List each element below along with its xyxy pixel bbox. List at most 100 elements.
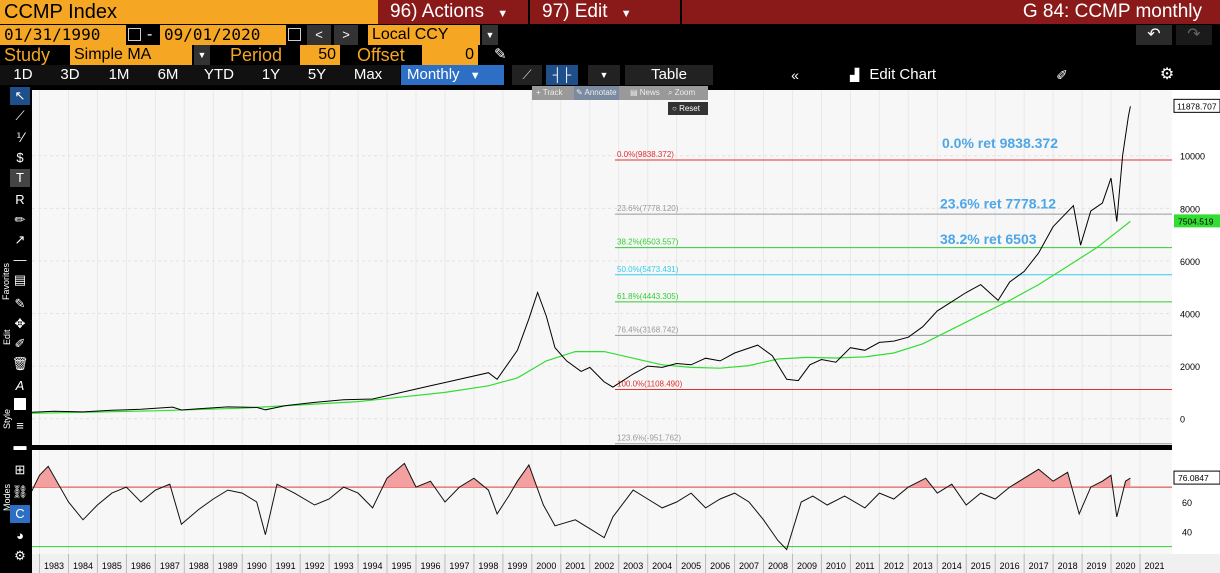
collapse-icon[interactable]: « [791,67,799,83]
annotate-button[interactable]: ✎ Annotate [574,86,619,100]
reset-button[interactable]: ○ Reset [668,102,708,115]
edit-chart-button[interactable]: ▟ Edit Chart [850,65,980,85]
horizontal-line-icon[interactable]: — [13,252,27,267]
chart-title-bar: G 84: CCMP monthly [682,0,1220,24]
prev-arrow-button[interactable]: < [307,25,331,45]
x-axis-tick-label: 2003 [623,561,643,571]
x-axis-tick-label: 1997 [449,561,469,571]
period-button-5y[interactable]: 5Y [307,66,327,83]
x-axis-tick-label: 1988 [189,561,209,571]
arrow-tool-icon[interactable]: ↗ [14,232,26,247]
redo-icon[interactable]: ↷ [1176,25,1212,45]
mini-toolbar: + Track ✎ Annotate ▤ News ⌕ Zoom [532,86,708,100]
frequency-select[interactable]: Monthly ▼ [401,65,504,85]
x-axis-tick-label: 1985 [102,561,122,571]
study-label: Study [4,45,51,65]
fib-percent-icon[interactable]: ⅟ [16,130,24,145]
next-arrow-button[interactable]: > [334,25,358,45]
retracement-icon[interactable]: R [15,192,25,207]
calendar-icon[interactable] [288,28,301,41]
x-axis-tick-label: 2012 [884,561,904,571]
news-button[interactable]: ▤ News [630,88,660,97]
chevron-down-icon[interactable]: ▼ [588,65,620,85]
fib-dollar-icon[interactable]: $ [16,150,24,165]
period-button-max[interactable]: Max [353,66,383,83]
rsi-axis-tick-label: 40 [1182,528,1192,538]
eraser-icon[interactable]: ✐ [14,336,26,351]
settings-icon[interactable]: ⚙ [14,548,26,563]
x-axis-tick-label: 1993 [334,561,354,571]
period-button-6m[interactable]: 6M [157,66,179,83]
rsi-line [32,462,1131,551]
pointer-icon[interactable]: ↖ [10,87,30,105]
crosshair-icon[interactable]: ⊞ [14,462,26,477]
x-axis-tick-label: 1998 [478,561,498,571]
x-axis-tick-label: 2020 [1116,561,1136,571]
channel-icon[interactable]: ▤ [13,272,27,287]
actions-menu[interactable]: 96) Actions ▼ [378,0,528,24]
chevron-down-icon[interactable]: ▼ [194,45,210,65]
x-axis-tick-label: 2007 [739,561,759,571]
font-icon[interactable]: A [15,378,25,393]
x-axis-tick-label: 1992 [305,561,325,571]
draw-icon[interactable]: ✐ [1056,67,1068,83]
x-axis-tick-label: 2011 [855,561,874,571]
bar-chart-icon[interactable]: ┤├ [546,65,578,85]
line-chart-icon[interactable]: ⟋ [512,65,542,85]
move-icon[interactable]: ✥ [14,316,26,331]
pen-icon[interactable]: ✎ [494,46,507,63]
y-axis-tick-label: 2000 [1180,362,1200,372]
table-button[interactable]: Table [625,65,713,85]
x-axis-tick-label: 2010 [826,561,846,571]
trash-icon[interactable]: 🗑 [11,356,29,371]
x-axis-tick-label: 1996 [420,561,440,571]
retracement-annotation: 23.6% ret 7778.12 [940,195,1056,211]
line-tool-icon[interactable]: ⟋ [15,108,25,123]
brush-icon[interactable]: ✏ [14,212,26,227]
period-button-1d[interactable]: 1D [13,66,33,83]
x-axis-tick-label: 1991 [276,561,296,571]
period-button-3d[interactable]: 3D [60,66,80,83]
link-icon[interactable]: ⛓ [11,484,29,499]
offset-field[interactable]: 0 [422,45,478,65]
chart-title: G 84: CCMP monthly [1022,1,1202,22]
fib-label: 0.0%(9838.372) [617,150,674,159]
x-axis-tick-label: 1987 [160,561,180,571]
end-date-field[interactable]: 09/01/2020 [160,25,286,45]
security-box[interactable]: CCMP Index [0,0,378,24]
line-weight-icon[interactable]: ▬ [13,438,27,453]
zoom-button[interactable]: ⌕ Zoom [668,88,696,97]
currency-select[interactable]: Local CCY [368,25,480,45]
gear-icon[interactable]: ⚙ [1159,66,1175,83]
chevron-down-icon[interactable]: ▼ [482,25,498,45]
x-axis-tick-label: 1994 [363,561,383,571]
moving-average-line [32,220,1131,414]
fib-label: 61.8%(4443.305) [617,292,679,301]
actions-label: 96) Actions [390,1,484,22]
x-axis-tick-label: 2001 [565,561,585,571]
bloomberg-c-icon[interactable]: C [10,505,30,523]
y-axis-tick-label: 0 [1180,415,1185,425]
line-style-icon[interactable]: ≡ [16,418,24,433]
undo-icon[interactable]: ↶ [1136,25,1172,45]
period-button-1m[interactable]: 1M [108,66,130,83]
calendar-icon[interactable] [128,28,141,41]
price-chart[interactable]: 0.0%(9838.372) 23.6%(7778.120) 38.2%(6503.… [32,85,1220,573]
x-axis-tick-label: 1984 [73,561,93,571]
period-field[interactable]: 50 [300,45,340,65]
rsi-overbought-fill [32,463,1131,488]
x-axis-tick-label: 1986 [131,561,151,571]
fill-color-icon[interactable] [10,397,30,415]
edit-menu[interactable]: 97) Edit ▼ [530,0,680,24]
edit-chart-label: Edit Chart [869,66,937,83]
pencil-icon[interactable]: ✎ [14,296,26,311]
study-select[interactable]: Simple MA [70,45,192,65]
period-button-ytd[interactable]: YTD [204,66,234,83]
price-line [32,106,1131,413]
start-date-field[interactable]: 01/31/1990 [0,25,126,45]
color-palette-icon[interactable]: ◕ [16,528,24,543]
track-button[interactable]: + Track [536,88,563,97]
fib-label: 38.2%(6503.557) [617,238,679,247]
period-button-1y[interactable]: 1Y [261,66,281,83]
text-tool-icon[interactable]: T [10,169,30,187]
